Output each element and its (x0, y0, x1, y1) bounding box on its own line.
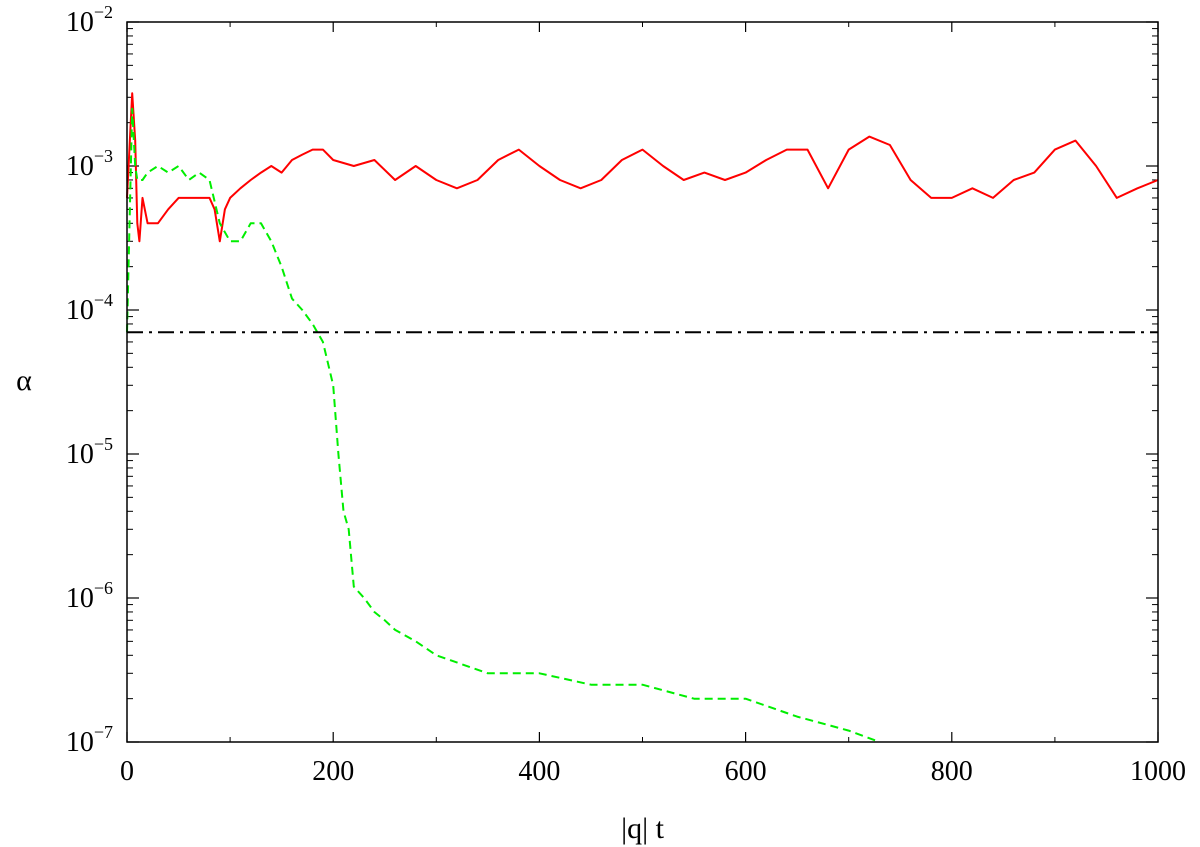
x-tick-label: 1000 (1130, 756, 1186, 787)
x-tick-label: 200 (312, 756, 354, 787)
x-tick-label: 0 (120, 756, 134, 787)
series-layer (126, 92, 1159, 743)
x-tick-label: 600 (725, 756, 767, 787)
y-axis-label: α (16, 364, 32, 397)
y-tick-label: 10−2 (66, 2, 113, 38)
x-tick-label: 800 (931, 756, 973, 787)
x-tick-label: 400 (518, 756, 560, 787)
plot-frame (126, 21, 1159, 743)
dashed-series-line (126, 107, 880, 743)
tick-layer (126, 21, 1159, 743)
solid-series-line (126, 92, 1159, 243)
label-layer: 0 200 400 600 800 1000 10−2 10−3 10−4 10−5 10−6 10−… (66, 2, 1186, 787)
y-tick-label: 10−3 (66, 146, 113, 182)
x-axis-label: |q| t (621, 812, 665, 845)
y-tick-label: 10−4 (66, 290, 113, 326)
y-tick-label: 10−6 (66, 578, 113, 614)
y-tick-label: 10−5 (66, 434, 113, 470)
y-tick-label: 10−7 (66, 722, 113, 758)
